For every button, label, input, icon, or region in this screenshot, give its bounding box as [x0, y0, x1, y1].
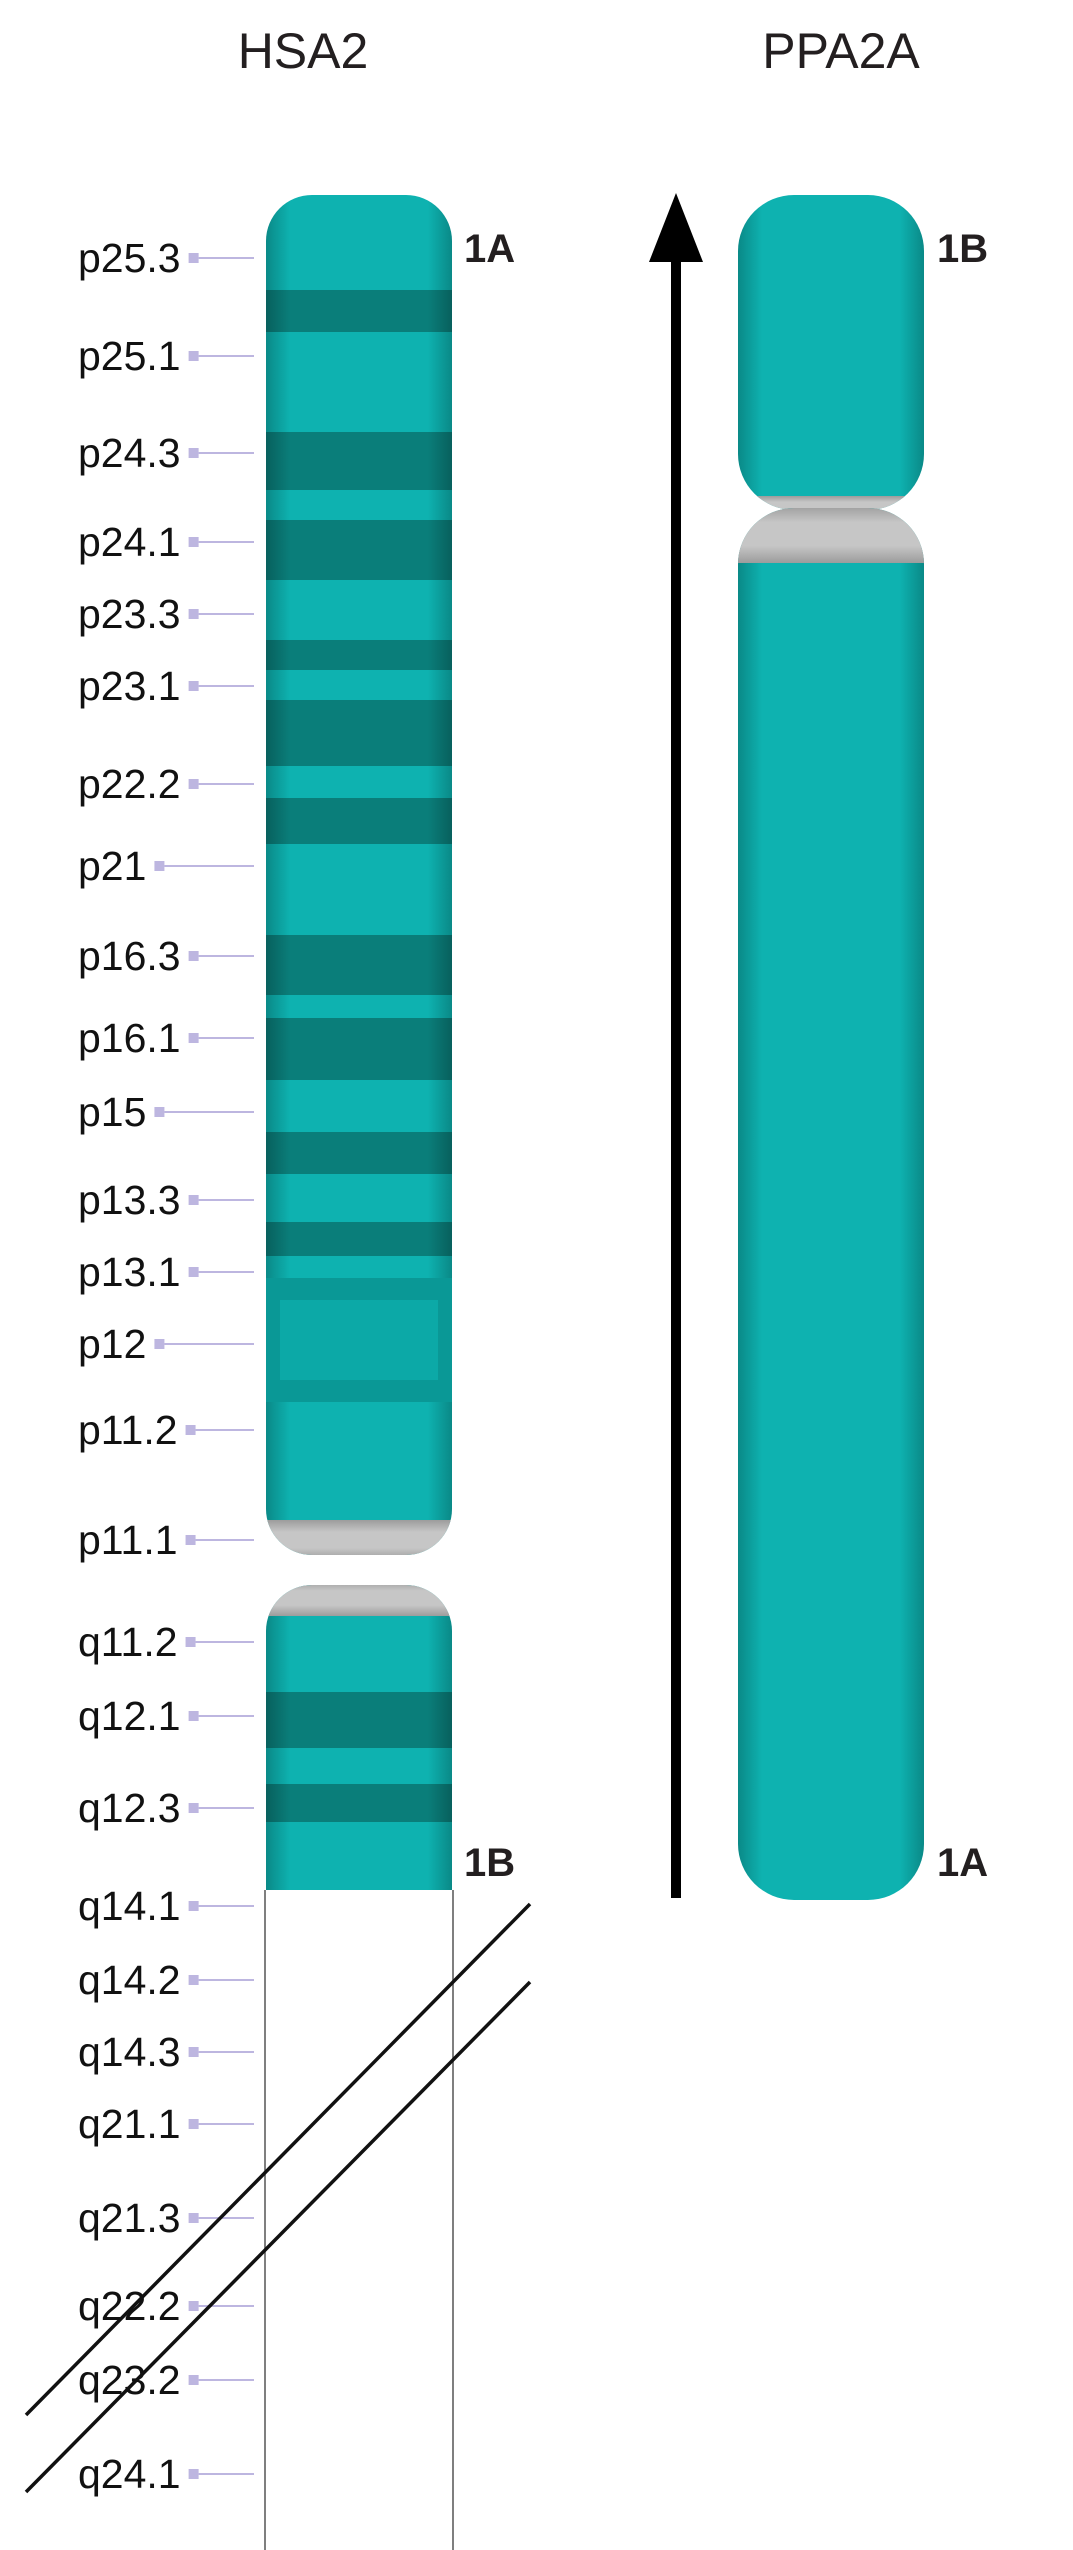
hsa2-band-dark	[266, 1018, 452, 1080]
band-tick-marker	[188, 1195, 199, 1205]
band-tick-marker	[185, 1637, 196, 1647]
hsa2-band-dark	[266, 1132, 452, 1174]
band-label: q23.2	[78, 2357, 181, 2403]
band-label: p24.1	[78, 519, 181, 565]
ppa2a-p-arm	[738, 195, 924, 510]
band-label: q21.1	[78, 2101, 181, 2147]
hsa2-band-dark	[266, 798, 452, 844]
band-tick-marker	[188, 1975, 199, 1985]
hsa2-bottom-end-label: 1B	[464, 1841, 515, 1885]
hsa2-band-labels: p25.3 p25.1 p24.3 p24.1 p23.3 p23.1 p22.2 p21 p1…	[78, 235, 181, 2497]
band-tick-marker	[188, 951, 199, 961]
band-tick-marker	[188, 1803, 199, 1813]
ppa2a-centromere-lower	[738, 508, 924, 563]
hsa2-band-dark	[266, 1784, 452, 1822]
ppa2a-q-arm	[738, 508, 924, 1900]
band-tick-marker	[185, 1535, 196, 1545]
hsa2-band-dark	[266, 432, 452, 490]
band-label: p16.1	[78, 1015, 181, 1061]
band-tick-marker	[154, 861, 165, 871]
hsa2-band-dark	[266, 290, 452, 332]
band-tick-marker	[188, 681, 199, 691]
band-label: q24.1	[78, 2451, 181, 2497]
orientation-arrow	[649, 193, 703, 1898]
ppa2a-top-end-label: 1B	[937, 227, 988, 271]
hsa2-centromere-upper	[266, 1520, 452, 1555]
band-label: q12.3	[78, 1785, 181, 1831]
band-label: p23.3	[78, 591, 181, 637]
hsa2-p-arm	[266, 195, 452, 1555]
band-label: q14.1	[78, 1883, 181, 1929]
band-tick-marker	[188, 1901, 199, 1911]
band-tick-marker	[188, 2469, 199, 2479]
band-label: p12	[78, 1321, 146, 1367]
band-tick-marker	[188, 609, 199, 619]
band-tick-marker	[185, 1425, 196, 1435]
band-tick-marker	[188, 2119, 199, 2129]
hsa2-centromere-lower	[266, 1585, 452, 1616]
band-label: p11.2	[78, 1407, 178, 1453]
band-tick-marker	[188, 1711, 199, 1721]
band-tick-marker	[188, 448, 199, 458]
band-tick-marker	[188, 351, 199, 361]
band-tick-marker	[188, 2375, 199, 2385]
band-tick-marker	[188, 779, 199, 789]
band-label: p22.2	[78, 761, 181, 807]
band-label: p13.3	[78, 1177, 181, 1223]
hsa2-band-dark	[266, 935, 452, 995]
band-label: q11.2	[78, 1619, 178, 1665]
band-tick-marker	[188, 2301, 199, 2311]
band-tick-marker	[188, 1033, 199, 1043]
break-line	[24, 1980, 532, 2494]
ppa2a-centromere-upper	[738, 496, 924, 510]
arrow-head	[649, 193, 703, 262]
band-tick-marker	[188, 253, 199, 263]
band-label: q22.2	[78, 2283, 181, 2329]
band-label: p11.1	[78, 1517, 178, 1563]
band-label: p21	[78, 843, 146, 889]
band-label: p24.3	[78, 430, 181, 476]
band-tick-marker	[188, 537, 199, 547]
band-label: p25.3	[78, 235, 181, 281]
band-label: q12.1	[78, 1693, 181, 1739]
ppa2a-chromosome	[738, 195, 924, 1900]
hsa2-band-dark	[266, 700, 452, 766]
break-line	[24, 1902, 532, 2417]
band-tick-marker	[154, 1339, 165, 1349]
hsa2-title: HSA2	[238, 23, 369, 79]
band-label: p16.3	[78, 933, 181, 979]
band-label: p25.1	[78, 333, 181, 379]
band-label: p15	[78, 1089, 146, 1135]
hsa2-top-end-label: 1A	[464, 227, 515, 271]
band-label: q14.2	[78, 1957, 181, 2003]
ppa2a-bottom-end-label: 1A	[937, 1841, 988, 1885]
hsa2-band-dark	[266, 520, 452, 580]
hsa2-band-dark	[266, 640, 452, 670]
band-tick-marker	[188, 1267, 199, 1277]
hsa2-band-dark	[266, 1222, 452, 1256]
band-label: q21.3	[78, 2195, 181, 2241]
band-tick-marker	[188, 2047, 199, 2057]
ppa2a-title: PPA2A	[762, 23, 920, 79]
band-label: p23.1	[78, 663, 181, 709]
hsa2-band-dark	[266, 1692, 452, 1748]
band-tick-marker	[154, 1107, 165, 1117]
band-tick-marker	[188, 2213, 199, 2223]
band-label: q14.3	[78, 2029, 181, 2075]
hsa2-band-ticks	[154, 253, 254, 2479]
band-label: p13.1	[78, 1249, 181, 1295]
hsa2-band-p12-core	[280, 1300, 438, 1380]
